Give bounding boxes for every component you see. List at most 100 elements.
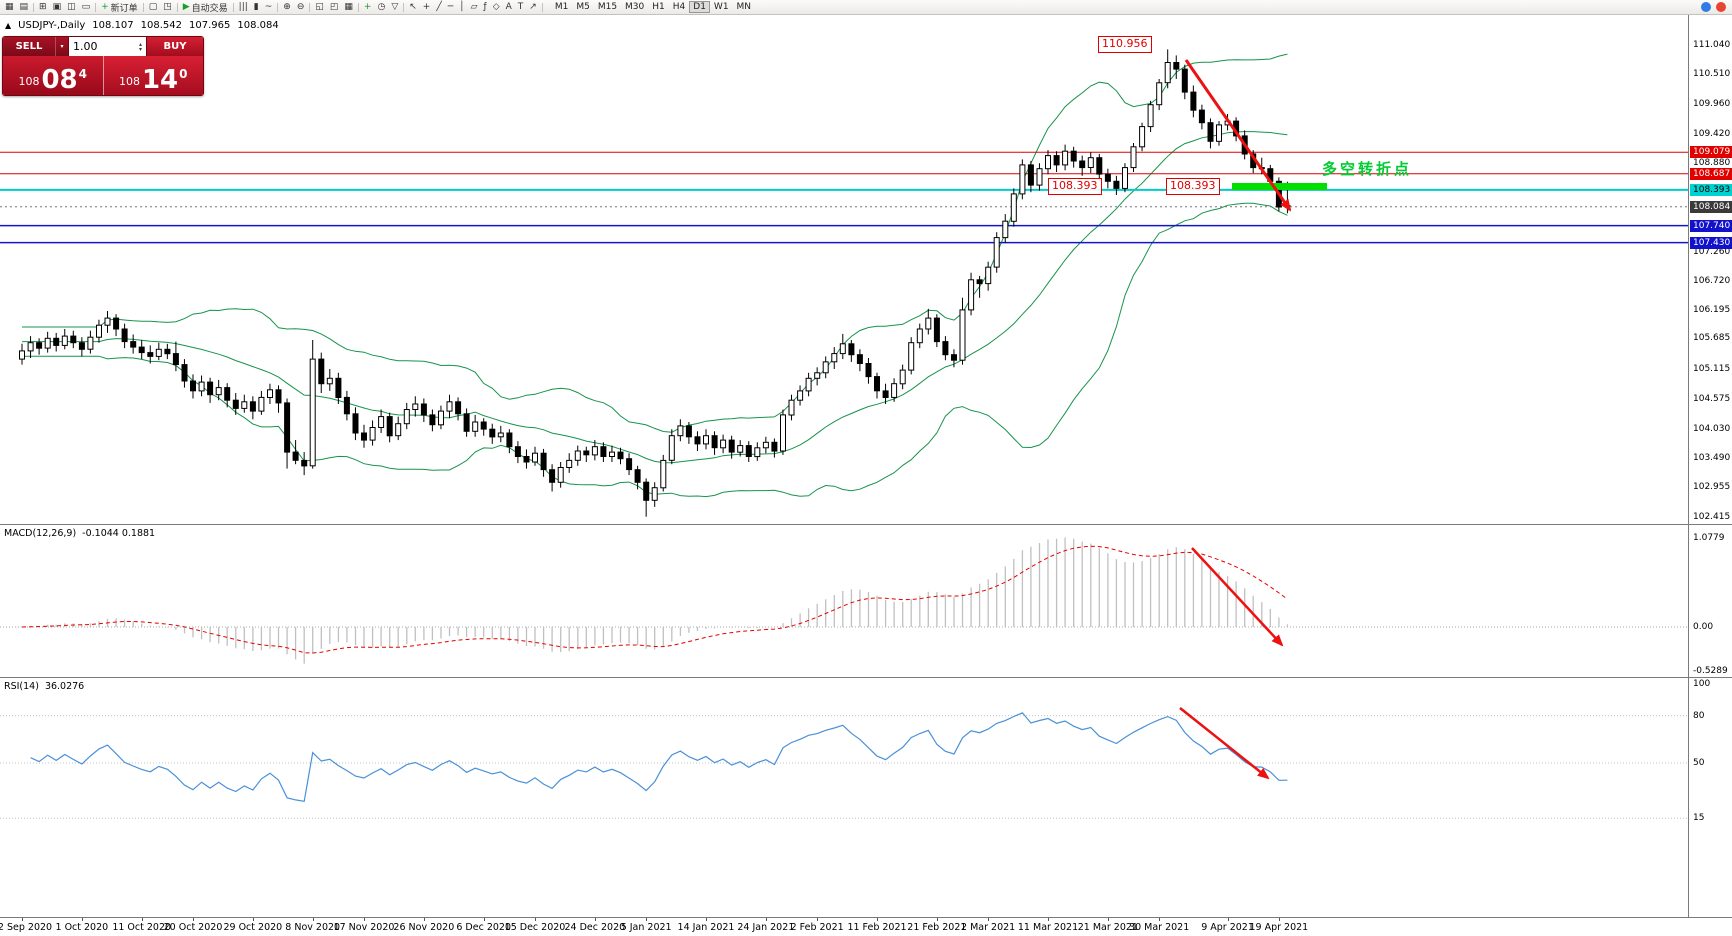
date-tick (364, 918, 365, 921)
price-annotation-box[interactable]: 108.393 (1048, 178, 1102, 195)
lot-size-input[interactable]: 1.00 ▴ ▾ (68, 37, 147, 56)
price-scale-tick: 110.510 (1693, 69, 1731, 80)
timeframe-m5[interactable]: M5 (576, 2, 590, 12)
market-watch-icon[interactable]: ⊞ (36, 1, 50, 14)
toolbar-separator (176, 2, 178, 12)
sell-button[interactable]: SELL (3, 37, 55, 56)
indicators-icon[interactable]: + (361, 1, 375, 14)
price-annotation-box[interactable]: 110.956 (1098, 36, 1152, 53)
timeframe-m30[interactable]: M30 (625, 2, 645, 12)
trend-arrow-macd[interactable] (1191, 547, 1284, 647)
trendline-icon[interactable]: ╱ (433, 1, 444, 14)
macd-scale-tick: 1.0779 (1693, 532, 1725, 543)
date-label: 9 Apr 2021 (1201, 922, 1254, 933)
timeframe-h4[interactable]: H4 (672, 2, 686, 12)
data-window-icon: ▣ (52, 1, 62, 12)
bollinger-upper-band (22, 53, 1288, 433)
trend-arrow-rsi[interactable] (1179, 707, 1270, 780)
cursor-icon[interactable]: ↖ (406, 1, 420, 14)
timeframe-d1[interactable]: D1 (689, 1, 710, 13)
rsi-line (30, 712, 1288, 802)
auto-trading-button[interactable]: ▶ 自动交易 (180, 1, 231, 14)
chart-profiles-icon: ▤ (19, 1, 29, 12)
timeframe-m1[interactable]: M1 (554, 2, 569, 12)
price-scale-label-109-079: 109.079 (1690, 146, 1732, 159)
alert-badge-icon[interactable] (1716, 2, 1726, 12)
data-window-icon[interactable]: ▣ (50, 1, 65, 14)
shapes-icon[interactable]: ◇ (490, 1, 503, 14)
crosshair-icon[interactable]: + (420, 1, 434, 14)
cascade-windows-icon[interactable]: ◰ (327, 1, 342, 14)
panel-separator[interactable] (0, 917, 1732, 918)
timeframe-m15[interactable]: M15 (597, 2, 618, 12)
fibonacci-icon[interactable]: ƒ (481, 1, 490, 14)
strategy-tester-icon[interactable]: ◳ (160, 1, 175, 14)
arrow-tool-icon[interactable]: ↗ (526, 1, 540, 14)
macd-panel-canvas[interactable] (0, 525, 1688, 677)
date-tick (252, 918, 254, 921)
zoom-in-icon[interactable]: ⊕ (280, 1, 294, 14)
lot-increase-icon[interactable]: ▴ (138, 40, 142, 48)
sell-price-button[interactable]: 108 08 4 (3, 56, 104, 95)
price-annotation-box[interactable]: 108.393 (1166, 178, 1220, 195)
date-label: 11 Oct 2020 (112, 922, 172, 933)
candle-chart-icon[interactable]: ▮ (251, 1, 262, 14)
trend-arrow-main[interactable] (1184, 59, 1292, 212)
label-icon[interactable]: T (515, 1, 527, 14)
macd-histogram (29, 537, 1289, 664)
ask-pips: 14 (141, 65, 179, 95)
templates-icon[interactable]: ▽ (388, 1, 401, 14)
support-highlight-bar[interactable] (1232, 183, 1327, 190)
panel-separator[interactable] (0, 677, 1732, 678)
lot-decrease-icon[interactable]: ▾ (138, 45, 142, 53)
vertical-line-icon[interactable]: │ (456, 1, 467, 14)
lot-spinner[interactable]: ▴ ▾ (138, 40, 142, 53)
channel-icon: ▱ (470, 1, 478, 12)
text-icon[interactable]: A (503, 1, 515, 14)
main-chart-canvas[interactable] (0, 14, 1688, 524)
timeframe-mn[interactable]: MN (736, 2, 752, 12)
timeframe-h1[interactable]: H1 (652, 2, 665, 12)
date-label: 19 Apr 2021 (1249, 922, 1309, 933)
sell-dropdown-icon[interactable]: ▾ (55, 37, 68, 56)
terminal-icon[interactable]: ▭ (79, 1, 94, 14)
community-badge-icon[interactable] (1701, 2, 1711, 12)
price-scale[interactable]: 111.040 110.510 109.960 109.420 108.880 107.2… (1688, 14, 1732, 918)
line-chart-icon[interactable]: ~ (262, 1, 276, 14)
rsi-panel-canvas[interactable] (0, 678, 1688, 918)
zoom-out-icon[interactable]: ⊖ (294, 1, 308, 14)
panel-separator[interactable] (0, 524, 1732, 525)
periods-icon[interactable]: ◷ (374, 1, 388, 14)
price-scale-label-108-084: 108.084 (1690, 200, 1732, 213)
shapes-icon: ◇ (492, 1, 500, 12)
one-click-panel-toggle-icon[interactable]: ▲ (5, 21, 12, 30)
new-chart-icon[interactable]: ▦ (2, 1, 17, 14)
tile-windows-icon[interactable]: ◱ (312, 1, 327, 14)
date-tick (1227, 918, 1229, 921)
date-tick (312, 918, 314, 921)
grid-icon[interactable]: ▦ (341, 1, 356, 14)
chart-profiles-icon[interactable]: ▤ (17, 1, 32, 14)
ohlc-close-value: 108.084 (237, 20, 279, 31)
date-tick (1107, 918, 1109, 921)
horizontal-line-icon[interactable]: ─ (445, 1, 456, 14)
chart-window-icon[interactable]: ▢ (146, 1, 161, 14)
new-order-button-label: 新订单 (110, 3, 138, 14)
horizontal-levels (0, 151, 1688, 244)
new-order-button[interactable]: + 新订单 (98, 1, 141, 14)
date-label: 29 Oct 2020 (223, 922, 283, 933)
buy-button[interactable]: BUY (147, 37, 203, 56)
buy-price-button[interactable]: 108 14 0 (103, 56, 203, 95)
date-label: 1 Oct 2020 (55, 922, 109, 933)
price-scale-tick: 104.575 (1693, 393, 1731, 404)
channel-icon[interactable]: ▱ (468, 1, 481, 14)
bar-chart-icon[interactable]: ||| (236, 1, 251, 14)
toolbar-right-icons (1701, 2, 1732, 12)
vertical-line-icon: │ (459, 1, 465, 12)
navigator-icon[interactable]: ◫ (64, 1, 79, 14)
grid-icon: ▦ (344, 1, 353, 12)
date-tick (483, 918, 485, 921)
date-tick (141, 918, 143, 921)
timeframe-w1[interactable]: W1 (713, 2, 729, 12)
